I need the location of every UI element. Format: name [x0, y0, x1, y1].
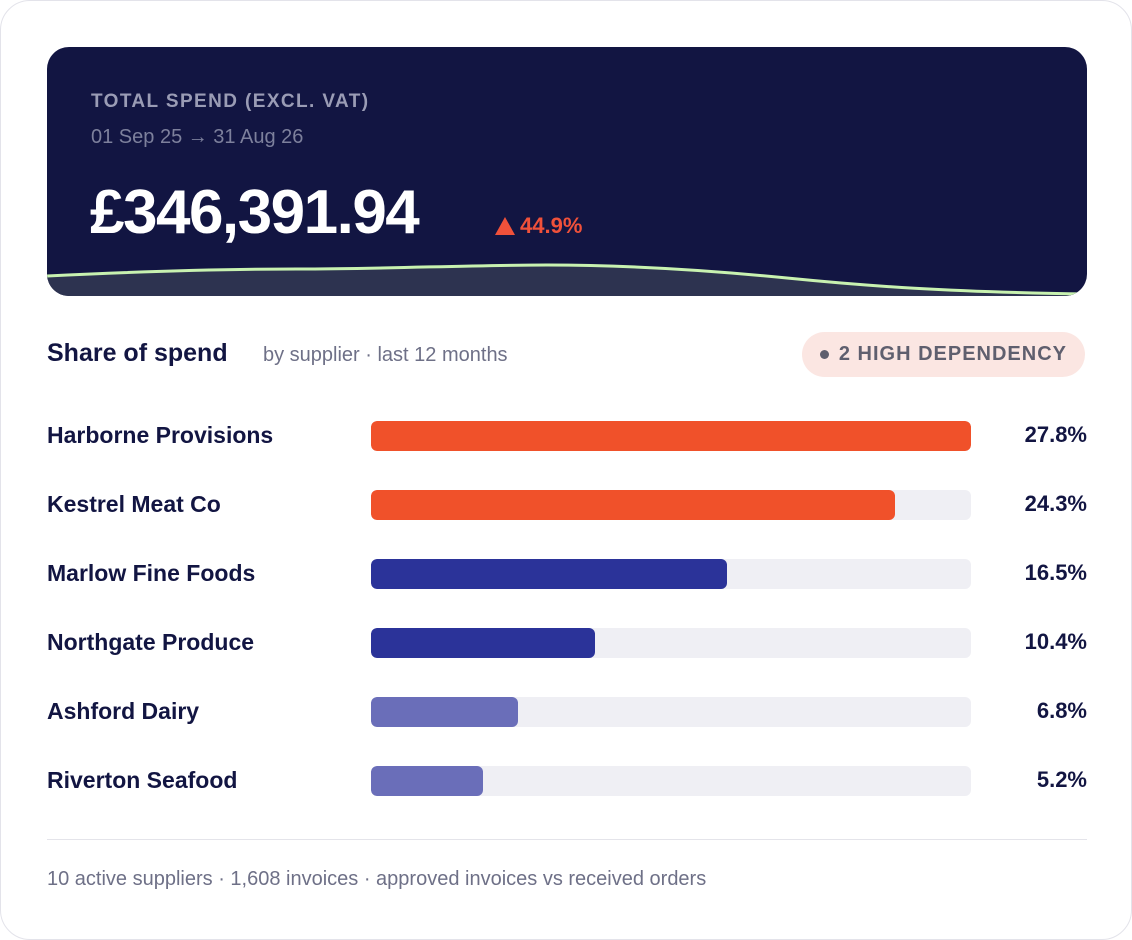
supplier-share: 16.5%: [1024, 560, 1087, 585]
supplier-name: Kestrel Meat Co: [47, 491, 221, 517]
supplier-share: 10.4%: [1024, 629, 1087, 654]
high-dependency-label: 2 HIGH DEPENDENCY: [838, 343, 1067, 365]
supplier-row[interactable]: Riverton Seafood 5.2%: [47, 746, 1087, 815]
supplier-name: Ashford Dairy: [47, 698, 200, 724]
total-spend-amount: £346,391.94: [90, 178, 420, 247]
share-bar-fill: [371, 490, 896, 520]
high-dependency-badge[interactable]: 2 HIGH DEPENDENCY: [801, 332, 1085, 377]
total-spend-label: TOTAL SPEND (EXCL. VAT): [91, 91, 370, 112]
supplier-row[interactable]: Kestrel Meat Co 24.3%: [47, 470, 1087, 539]
supplier-share-list: Harborne Provisions 27.8% Kestrel Meat C…: [47, 401, 1087, 815]
share-bar-fill: [371, 559, 728, 589]
status-dot-icon: [819, 350, 829, 359]
share-bar-track: [371, 421, 971, 451]
share-bar-track: [371, 559, 971, 589]
supplier-share: 5.2%: [1036, 767, 1087, 792]
supplier-row[interactable]: Marlow Fine Foods 16.5%: [47, 539, 1087, 608]
share-bar-fill: [371, 421, 971, 451]
supplier-name: Harborne Provisions: [47, 422, 274, 448]
supplier-row[interactable]: Ashford Dairy 6.8%: [47, 677, 1087, 746]
share-bar-track: [371, 697, 971, 727]
share-bar-fill: [371, 697, 518, 727]
supplier-name: Riverton Seafood: [47, 767, 238, 793]
section-subtitle: by supplier · last 12 months: [263, 344, 508, 366]
total-spend-hero: TOTAL SPEND (EXCL. VAT) 01 Sep 25 → 31 A…: [47, 47, 1087, 296]
supplier-row[interactable]: Harborne Provisions 27.8%: [47, 401, 1087, 470]
share-bar-track: [371, 766, 971, 796]
share-bar-track: [371, 490, 971, 520]
share-bar-fill: [371, 766, 484, 796]
supplier-name: Northgate Produce: [47, 629, 255, 655]
spend-change: 44.9%: [495, 213, 582, 239]
triangle-up-icon: [495, 217, 515, 235]
section-title: Share of spend: [47, 339, 228, 367]
footer-summary: 10 active suppliers · 1,608 invoices · a…: [47, 868, 707, 890]
supplier-share: 24.3%: [1024, 491, 1087, 516]
supplier-share: 27.8%: [1024, 422, 1087, 447]
spend-trend-sparkline: [47, 263, 1087, 296]
supplier-name: Marlow Fine Foods: [47, 560, 256, 586]
sparkline-area: [47, 265, 1087, 296]
footer-divider: [47, 839, 1087, 840]
share-bar-fill: [371, 628, 596, 658]
sparkline-line: [47, 263, 1087, 296]
spend-change-value: 44.9%: [520, 213, 583, 238]
share-bar-track: [371, 628, 971, 658]
supplier-row[interactable]: Northgate Produce 10.4%: [47, 608, 1087, 677]
date-range: 01 Sep 25 → 31 Aug 26: [91, 126, 304, 148]
supplier-share: 6.8%: [1036, 698, 1087, 723]
